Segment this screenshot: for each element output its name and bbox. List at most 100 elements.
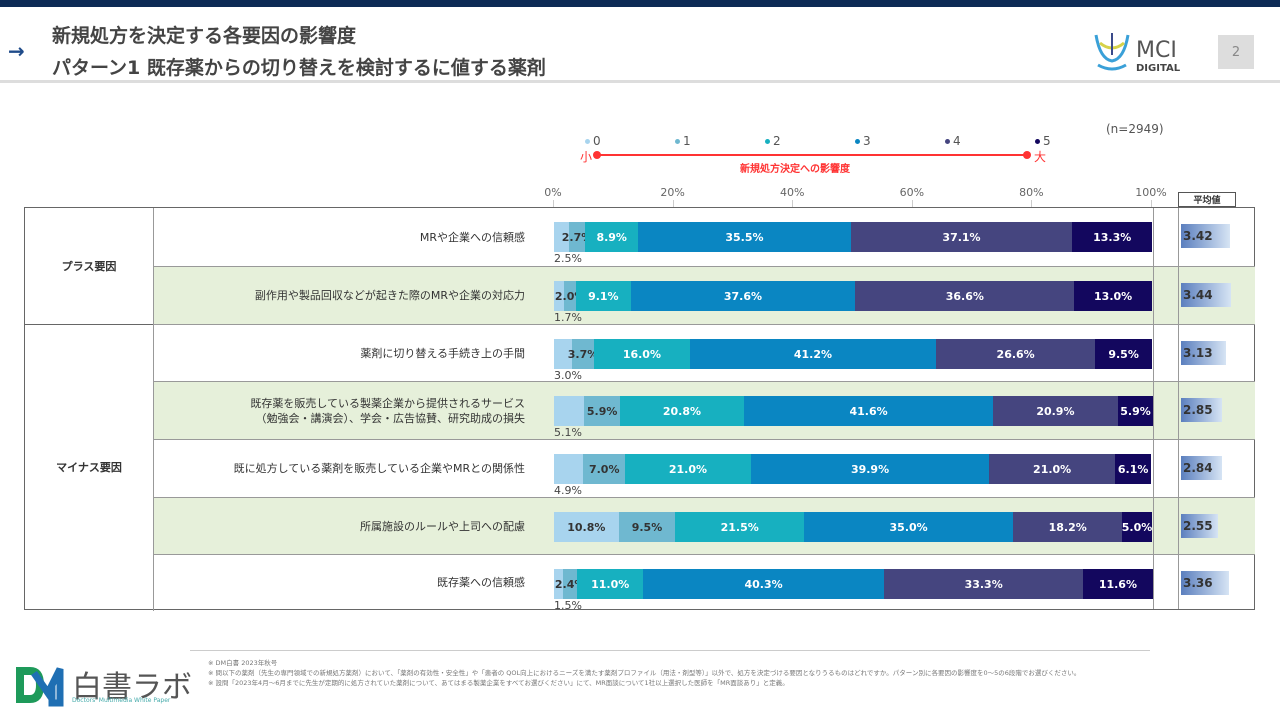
legend-swatch [675, 139, 680, 144]
scale-arrow [593, 151, 1031, 159]
data-label: 7.0% [588, 462, 620, 476]
bar-segment: 41.6% [744, 396, 993, 426]
bar-segment: 10.8% [554, 512, 619, 542]
bar-segment [554, 339, 572, 369]
legend-swatch [765, 139, 770, 144]
legend-item: 5 [1035, 134, 1051, 148]
data-label: 16.0% [622, 347, 661, 361]
gridline [1031, 200, 1033, 208]
data-label: 21.0% [668, 462, 708, 476]
divider [153, 440, 154, 497]
legend-item: 2 [765, 134, 781, 148]
bar-segment: 36.6% [855, 281, 1075, 311]
data-label: 41.6% [849, 404, 888, 418]
legend-swatch [1035, 139, 1040, 144]
divider [153, 208, 154, 266]
data-label: 5.9% [586, 404, 618, 418]
row-label: 既存薬への信頼感 [437, 575, 525, 589]
row-label: 所属施設のルールや上司への配慮 [360, 519, 525, 533]
data-label: 37.1% [942, 230, 981, 244]
arrow-right-icon: → [8, 39, 25, 63]
divider [153, 555, 154, 609]
page-title: 新規処方を決定する各要因の影響度 [52, 25, 357, 47]
data-label: 20.8% [662, 404, 702, 418]
data-label: 39.9% [850, 462, 890, 476]
bar-segment: 13.3% [1072, 222, 1152, 252]
bar-segment: 2.7% [562, 222, 592, 252]
x-tick-label: 40% [779, 186, 805, 199]
data-label: 8.9% [596, 230, 627, 244]
bar-segment: 3.7% [568, 339, 598, 369]
divider [153, 382, 154, 439]
slide-header: → 新規処方を決定する各要因の影響度 パターン1 既存薬からの切り替えを検討する… [0, 7, 1280, 83]
footnote: ※ 問以下の薬剤（先生の専門領域での新規処方薬剤）において、「薬剤の有効性・安全… [208, 669, 1081, 677]
group-label: プラス要因 [61, 260, 117, 273]
data-label: 13.3% [1093, 230, 1132, 244]
bar-segment: 9.1% [576, 281, 631, 311]
bar-segment: 40.3% [643, 569, 885, 599]
legend-label: 3 [863, 134, 871, 148]
data-label: 35.0% [889, 520, 928, 534]
top-bar [0, 0, 1280, 7]
table-row: 既に処方している薬剤を販売している企業やMRとの関係性 4.9% 7.0% 21.0%… [153, 439, 1255, 497]
svg-text:MCI: MCI [1136, 38, 1177, 63]
bar-segment: 5.9% [584, 396, 620, 426]
average-value: 3.42 [1181, 224, 1231, 248]
x-tick-label: 100% [1135, 186, 1167, 199]
bar-segment: 37.1% [850, 222, 1073, 252]
average-value: 2.55 [1181, 514, 1218, 538]
bar-segment: 6.1% [1114, 454, 1152, 484]
table-row: 既存薬への信頼感 1.5% 2.4% 11.0% 40.3% 33.3% 11.6% 3.36 [153, 554, 1255, 612]
bar-segment: 35.5% [638, 222, 851, 252]
legend-label: 5 [1043, 134, 1051, 148]
bar-segment: 21.5% [675, 512, 804, 542]
table-row: 薬剤に切り替える手続き上の手間 3.0% 3.7% 16.0% 41.2% 26.6% 9.… [153, 324, 1255, 382]
average-value: 3.44 [1181, 283, 1231, 307]
bar-segment: 26.6% [936, 339, 1096, 369]
bar-segment: 5.9% [1117, 396, 1154, 426]
legend-item: 0 [585, 134, 601, 148]
footnotes: ※ DM白書 2023年秋号 ※ 問以下の薬剤（先生の専門領域での新規処方薬剤）に… [208, 658, 1228, 688]
gridline [911, 200, 913, 208]
bar-segment: 9.5% [618, 512, 676, 542]
data-label: 2.7% [561, 230, 593, 244]
data-label: 9.5% [1108, 347, 1139, 361]
legend-label: 4 [953, 134, 961, 148]
average-value: 2.84 [1181, 456, 1222, 480]
bar-segment [554, 281, 565, 311]
data-label: 13.0% [1094, 289, 1133, 303]
x-tick-label: 80% [1019, 186, 1044, 199]
dm-logo [16, 667, 64, 707]
bar-segment [554, 569, 563, 599]
table-row: 既存薬を販売している製薬企業から提供されるサービス （勉強会・講演会）、学会・広… [153, 381, 1255, 439]
data-label: 36.6% [945, 289, 984, 303]
legend-label: 2 [773, 134, 781, 148]
bar-segment: 21.0% [989, 454, 1115, 484]
bar-segment: 37.6% [630, 281, 856, 311]
row-label: 薬剤に切り替える手続き上の手間 [360, 346, 525, 360]
data-label: 21.0% [1033, 462, 1072, 476]
data-label: 1.5% [554, 599, 582, 612]
footnote: ※ DM白書 2023年秋号 [208, 659, 278, 667]
row-label: MRや企業への信頼感 [419, 230, 525, 244]
group-label: マイナス要因 [25, 324, 153, 609]
footer-divider [190, 650, 1150, 651]
legend-item: 1 [675, 134, 691, 148]
bar-segment: 7.0% [583, 454, 626, 484]
table-row: 所属施設のルールや上司への配慮 10.8% 9.5% 21.5% 35.0% 18.2% 5… [153, 497, 1255, 554]
row-label: 既に処方している薬剤を販売している企業やMRとの関係性 [233, 462, 525, 475]
data-label: 1.7% [554, 311, 582, 324]
average-value: 3.36 [1181, 571, 1230, 595]
gridline [672, 200, 674, 208]
bar-segment: 21.0% [625, 454, 751, 484]
bar-segment: 2.0% [555, 281, 585, 311]
data-label: 26.6% [996, 347, 1035, 361]
data-label: 3.0% [554, 369, 582, 382]
x-tick-label: 20% [660, 186, 685, 199]
bar-segment: 9.5% [1095, 339, 1152, 369]
legend-label: 0 [593, 134, 601, 148]
bar-segment: 39.9% [750, 454, 990, 484]
page-number: 2 [1218, 35, 1254, 69]
divider [153, 325, 154, 381]
gridline [1151, 200, 1152, 208]
